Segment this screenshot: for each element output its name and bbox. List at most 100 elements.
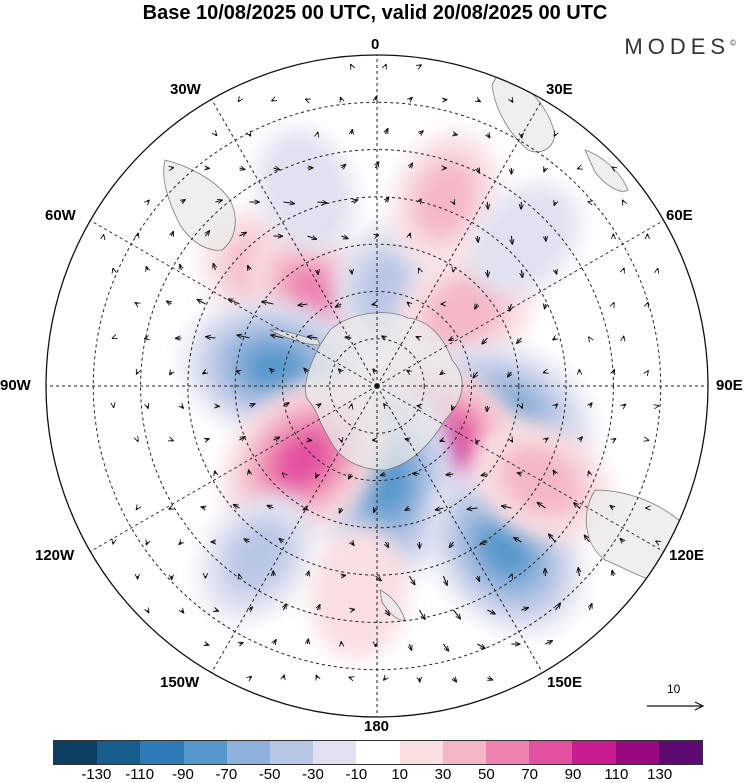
colorbar-swatch [226, 741, 271, 764]
wind-arrow [239, 642, 243, 644]
reference-vector-label: 10 [667, 682, 681, 696]
wind-arrow [584, 535, 590, 543]
wind-arrow [144, 338, 147, 339]
wind-arrow [554, 134, 555, 136]
wind-arrow [419, 65, 421, 66]
new-zealand [379, 589, 406, 621]
colorbar-ticks: -130 -110 -90 -70 -50 -30 -10 10 30 50 70 90 110 130 [0, 766, 750, 783]
wind-arrow [181, 200, 185, 202]
lon-label-120e: 120E [669, 547, 705, 564]
colorbar-tick-label: -70 [215, 766, 238, 783]
wind-arrow [554, 604, 560, 611]
wind-arrow [477, 100, 480, 102]
wind-arrow [446, 474, 454, 475]
wind-arrow [487, 678, 492, 680]
colorbar-tick-label: 130 [647, 766, 673, 783]
wind-arrow [385, 609, 389, 615]
latitude-circle [329, 338, 425, 434]
colorbar-swatch [356, 741, 400, 764]
wind-arrow [452, 609, 460, 619]
wind-arrow [589, 603, 592, 611]
wind-arrow [453, 678, 456, 682]
wind-arrow [440, 440, 443, 441]
colorbar-tick-label: -130 [81, 766, 112, 783]
lon-label-0: 0 [371, 36, 380, 53]
lon-label-150e: 150E [547, 674, 583, 691]
wind-arrow [205, 439, 209, 440]
map-boundary [45, 54, 709, 718]
wind-arrow [205, 231, 209, 237]
colorbar-tick-label: 90 [564, 766, 582, 783]
wind-arrow [283, 675, 284, 678]
wind-arrow [338, 369, 341, 372]
wind-arrow [304, 368, 307, 372]
colorbar-swatch [313, 741, 357, 764]
wind-arrow [407, 370, 409, 372]
wind-arrow [248, 265, 250, 270]
meridian-line [376, 220, 664, 387]
lon-label-90e: 90E [716, 377, 743, 394]
colorbar-swatch [270, 741, 314, 764]
wind-arrow [249, 676, 251, 678]
wind-arrow [482, 337, 488, 344]
wind-arrow [487, 405, 488, 412]
wind-arrow [623, 268, 624, 270]
wind-arrow [137, 440, 138, 441]
wind-arrow [374, 508, 376, 512]
colorbar-swatch [572, 741, 616, 764]
wind-arrow [298, 304, 308, 305]
wind-arrow [147, 200, 149, 202]
wind-arrow [372, 304, 375, 305]
wind-arrow [236, 371, 239, 372]
wind-arrow [262, 301, 274, 304]
wind-arrow [267, 505, 274, 508]
wind-vectors [103, 64, 658, 682]
wind-arrow [279, 538, 283, 542]
wind-arrow [610, 506, 613, 508]
wind-arrow [137, 233, 138, 236]
wind-arrow [351, 64, 352, 66]
lon-label-60e: 60E [666, 207, 693, 224]
wind-arrow [409, 643, 411, 650]
wind-arrow [317, 404, 321, 406]
anomaly-contour [479, 522, 532, 578]
wind-arrow [508, 372, 512, 377]
wind-arrow [477, 643, 485, 649]
wind-arrow [487, 134, 489, 138]
wind-arrow [440, 372, 443, 374]
wind-arrow [270, 369, 274, 372]
wind-arrow [409, 163, 412, 168]
wind-arrow [215, 471, 216, 474]
wind-arrow [146, 542, 147, 545]
wind-arrow [283, 202, 294, 204]
anomaly-contour [412, 159, 477, 240]
wind-arrow [487, 610, 495, 614]
wind-arrow [375, 162, 378, 169]
madagascar [584, 149, 629, 192]
wind-arrow [477, 235, 478, 242]
lon-label-30w: 30W [170, 81, 201, 98]
wind-arrow [316, 474, 318, 478]
wind-arrow [511, 235, 512, 244]
wind-arrow [549, 534, 556, 543]
wind-arrow [385, 129, 387, 135]
meridian-line [90, 385, 378, 552]
wind-arrow [574, 503, 580, 509]
wind-arrow [146, 266, 147, 270]
wind-arrow [435, 508, 444, 510]
wind-arrow [203, 372, 206, 374]
wind-arrow [171, 231, 173, 236]
colorbar-tick-label: -30 [302, 766, 324, 783]
wind-arrow [475, 304, 478, 309]
wind-arrow [169, 508, 171, 509]
wind-arrow [577, 168, 579, 169]
colorbar-swatch [97, 741, 141, 764]
wind-arrow [170, 372, 172, 375]
wind-arrow [137, 372, 138, 374]
wind-arrow [521, 269, 522, 278]
wind-arrow [453, 202, 454, 204]
wind-arrow [345, 337, 352, 338]
wind-arrow [249, 134, 250, 136]
wind-arrow [271, 335, 284, 338]
wind-arrow [511, 574, 512, 576]
